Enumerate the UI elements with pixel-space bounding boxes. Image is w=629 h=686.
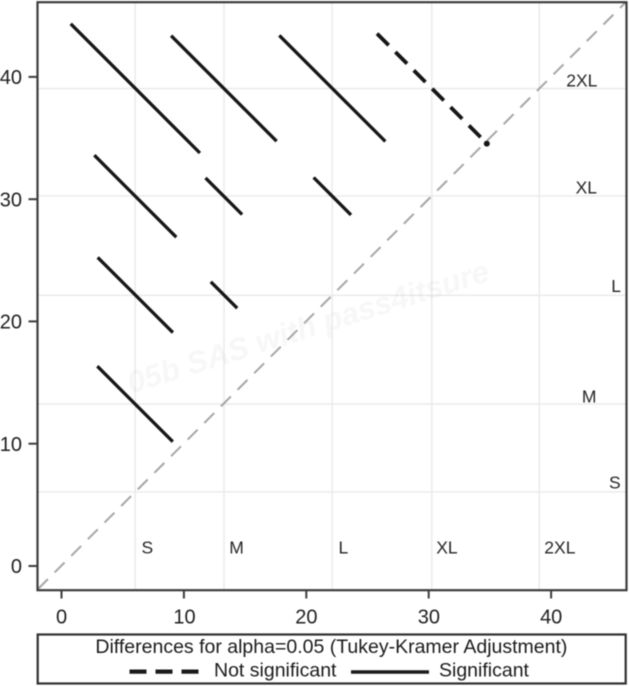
svg-text:M: M bbox=[229, 538, 244, 558]
svg-text:M: M bbox=[582, 386, 597, 406]
svg-text:Not significant: Not significant bbox=[214, 660, 337, 682]
svg-text:Significant: Significant bbox=[439, 660, 530, 682]
svg-text:40: 40 bbox=[0, 67, 22, 89]
svg-text:L: L bbox=[339, 538, 349, 558]
svg-text:20: 20 bbox=[295, 607, 317, 629]
svg-text:30: 30 bbox=[418, 607, 440, 629]
svg-text:20: 20 bbox=[0, 312, 22, 334]
svg-text:L: L bbox=[611, 276, 621, 296]
svg-text:S: S bbox=[142, 538, 154, 558]
svg-text:10: 10 bbox=[0, 434, 22, 456]
svg-text:40: 40 bbox=[540, 607, 562, 629]
svg-text:0: 0 bbox=[56, 607, 67, 629]
svg-text:Differences for alpha=0.05 (Tu: Differences for alpha=0.05 (Tukey-Kramer… bbox=[95, 636, 567, 658]
svg-text:S: S bbox=[609, 473, 621, 493]
svg-text:XL: XL bbox=[576, 178, 598, 198]
svg-text:30: 30 bbox=[0, 189, 22, 211]
svg-text:XL: XL bbox=[436, 538, 458, 558]
svg-text:05b SAS with pass4itsure: 05b SAS with pass4itsure bbox=[123, 254, 493, 401]
svg-text:2XL: 2XL bbox=[544, 538, 575, 558]
svg-text:0: 0 bbox=[11, 556, 22, 578]
svg-text:10: 10 bbox=[173, 607, 195, 629]
svg-text:2XL: 2XL bbox=[566, 70, 597, 90]
